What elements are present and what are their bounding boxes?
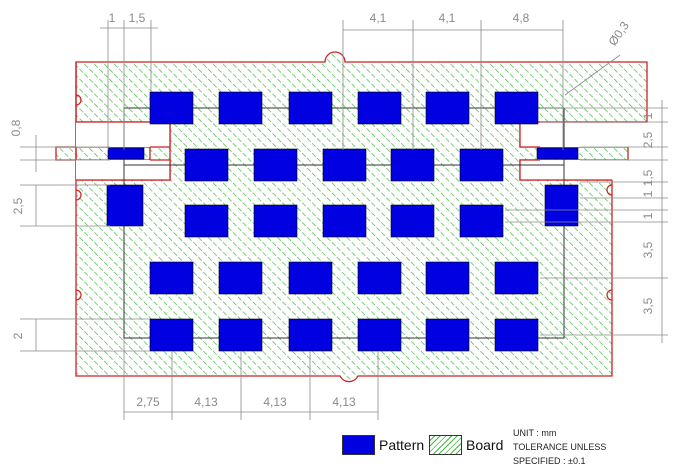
pad [218, 261, 263, 295]
dim-right-7: 3,5 [641, 297, 655, 314]
dim-left-3: 2 [11, 332, 25, 339]
pad [253, 148, 298, 182]
pad [425, 91, 470, 125]
dim-right-6: 3,5 [641, 241, 655, 258]
pad [494, 261, 539, 295]
dim-right-1: 1 [641, 112, 655, 119]
pad [357, 261, 402, 295]
pad [459, 148, 504, 182]
pad [149, 261, 194, 295]
dimension-lines [20, 20, 668, 420]
pad [184, 148, 229, 182]
pad [218, 91, 263, 125]
pad [390, 148, 435, 182]
dim-hole: Ø0,3 [606, 19, 633, 49]
dim-top-2: 1,5 [129, 11, 146, 25]
dim-left-1: 0,8 [9, 119, 23, 136]
pad [322, 148, 367, 182]
dim-bottom-4: 4,13 [332, 395, 356, 409]
pad [494, 318, 539, 352]
dim-right-3: 1,5 [641, 169, 655, 186]
pad [253, 204, 298, 238]
dim-top-3: 4,1 [370, 11, 387, 25]
pad [149, 318, 194, 352]
dim-top-4: 4,1 [439, 11, 456, 25]
dim-bottom-2: 4,13 [194, 395, 218, 409]
pad [149, 91, 194, 125]
pad [322, 204, 367, 238]
dim-top-1: 1 [109, 11, 116, 25]
pad [288, 261, 333, 295]
dim-right-4: 1 [641, 190, 655, 197]
pad [425, 261, 470, 295]
pad [544, 184, 579, 227]
pad [425, 318, 470, 352]
pad [218, 318, 263, 352]
dim-right-5: 1 [641, 212, 655, 219]
pad [494, 91, 539, 125]
dim-right-2: 2,5 [641, 131, 655, 148]
pad [357, 318, 402, 352]
pattern-pads [106, 91, 579, 352]
pad [390, 204, 435, 238]
pad [288, 318, 333, 352]
pad [536, 147, 579, 160]
dim-top-5: 4,8 [513, 11, 530, 25]
pad [357, 91, 402, 125]
pad [288, 91, 333, 125]
dim-bottom-1: 2,75 [136, 395, 160, 409]
pad [107, 147, 145, 160]
pad [459, 204, 504, 238]
pad [106, 184, 144, 227]
pad [184, 204, 229, 238]
dim-left-2: 2,5 [11, 197, 25, 214]
dim-bottom-3: 4,13 [263, 395, 287, 409]
